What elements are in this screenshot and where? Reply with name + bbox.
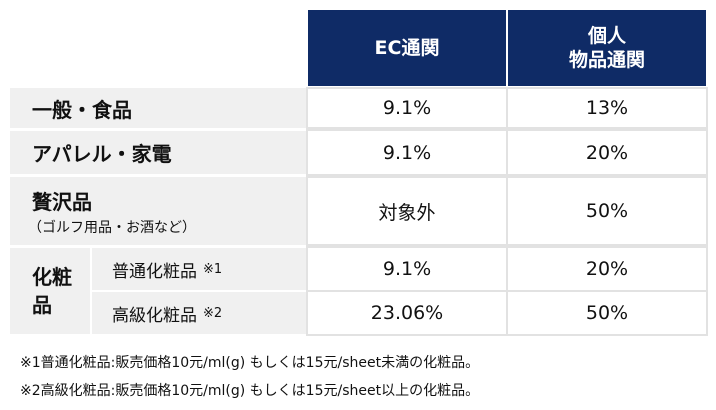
header-personal-line2: 物品通関 bbox=[568, 49, 645, 71]
header-ec-label: EC通関 bbox=[374, 37, 440, 59]
row-luxury-sublabel: （ゴルフ用品・お酒など） bbox=[28, 219, 196, 236]
row-general-label-text: 一般・食品 bbox=[32, 97, 132, 122]
row-cosmetics-premium-ec-value: 23.06% bbox=[370, 302, 444, 324]
footnote-2: ※2高級化粧品:販売価格10元/ml(g) もしくは15元/sheet以上の化粧… bbox=[20, 383, 480, 399]
row-cosmetics-label-line1: 化粧 bbox=[32, 265, 72, 289]
row-luxury-label: 贅沢品 （ゴルフ用品・お酒など） bbox=[10, 177, 306, 245]
row-cosmetics-premium-personal-value: 50% bbox=[585, 302, 629, 324]
row-cosmetics-premium-note: ※2 bbox=[203, 305, 223, 321]
row-luxury-ec-value: 対象外 bbox=[378, 201, 436, 224]
row-cosmetics-label-line2: 品 bbox=[32, 293, 52, 317]
header-personal-line1: 個人 bbox=[587, 25, 626, 47]
row-luxury-ec: 対象外 bbox=[306, 176, 508, 246]
row-cosmetics-normal-note: ※1 bbox=[203, 261, 223, 277]
row-luxury-personal-value: 50% bbox=[585, 200, 629, 222]
footnote-1: ※1普通化粧品:販売価格10元/ml(g) もしくは15元/sheet未満の化粧… bbox=[20, 355, 480, 371]
row-cosmetics-group-label: 化粧 品 bbox=[10, 248, 90, 334]
row-cosmetics-premium-label-text: 高級化粧品 bbox=[112, 305, 197, 326]
row-general-ec: 9.1% bbox=[306, 87, 508, 129]
row-cosmetics-normal-label-text: 普通化粧品 bbox=[112, 261, 197, 282]
row-general-ec-value: 9.1% bbox=[382, 97, 432, 119]
row-apparel-ec: 9.1% bbox=[306, 129, 508, 176]
row-general-label: 一般・食品 bbox=[10, 88, 306, 128]
row-luxury-label-text: 贅沢品 bbox=[32, 189, 92, 214]
row-cosmetics-premium-personal: 50% bbox=[506, 290, 708, 336]
row-apparel-ec-value: 9.1% bbox=[382, 141, 432, 164]
row-cosmetics-normal-personal: 20% bbox=[506, 246, 708, 292]
row-apparel-personal-value: 20% bbox=[585, 141, 629, 164]
row-apparel-personal: 20% bbox=[506, 129, 708, 176]
row-general-personal: 13% bbox=[506, 87, 708, 129]
row-apparel-label-text: アパレル・家電 bbox=[32, 142, 172, 166]
row-cosmetics-normal-ec-value: 9.1% bbox=[382, 258, 432, 280]
row-general-personal-value: 13% bbox=[585, 97, 629, 119]
header-personal: 個人 物品通関 bbox=[508, 10, 706, 86]
row-luxury-personal: 50% bbox=[506, 176, 708, 246]
row-cosmetics-normal-personal-value: 20% bbox=[585, 258, 629, 280]
row-apparel-label: アパレル・家電 bbox=[10, 131, 306, 174]
row-cosmetics-normal-label: 普通化粧品 ※1 bbox=[92, 248, 306, 290]
row-cosmetics-premium-ec: 23.06% bbox=[306, 290, 508, 336]
row-cosmetics-normal-ec: 9.1% bbox=[306, 246, 508, 292]
row-cosmetics-premium-label: 高級化粧品 ※2 bbox=[92, 292, 306, 334]
header-ec: EC通関 bbox=[308, 10, 506, 86]
